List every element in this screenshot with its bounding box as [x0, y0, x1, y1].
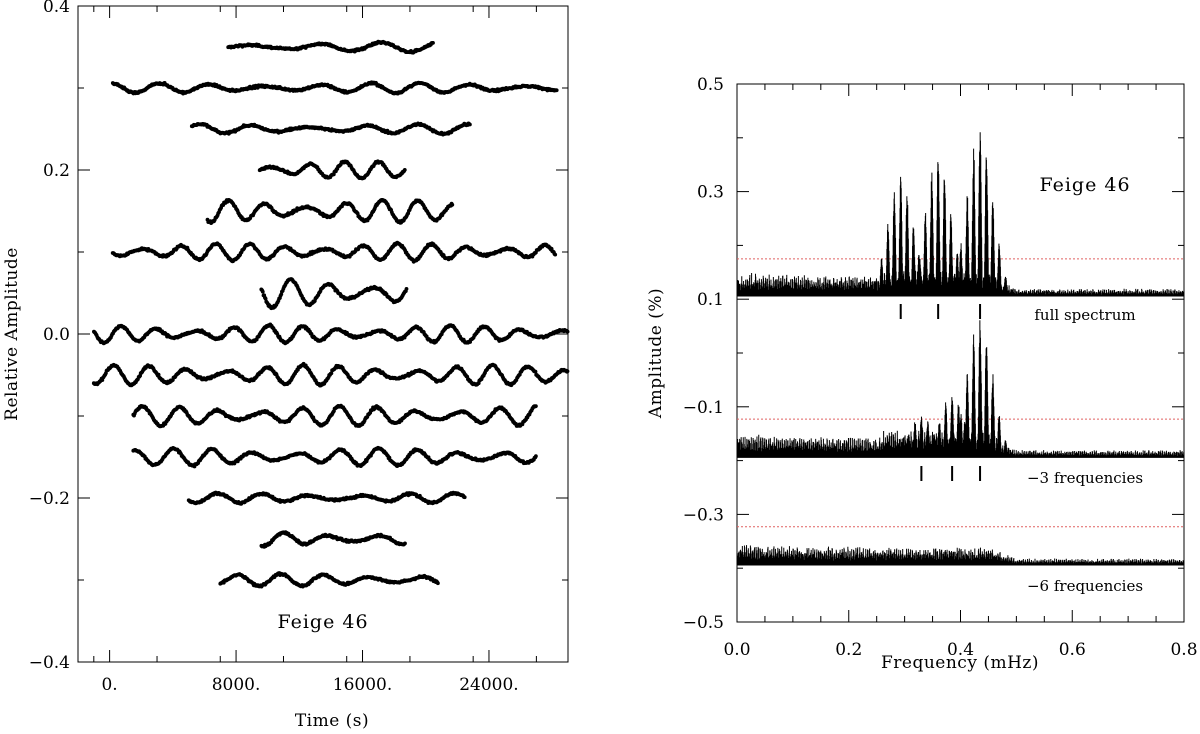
x-tick-label: 16000. — [333, 675, 392, 695]
data-point — [554, 88, 559, 93]
light-curve — [205, 198, 455, 226]
light-curve — [91, 361, 570, 388]
y-tick-label: 0.2 — [43, 161, 70, 181]
data-point — [450, 202, 455, 207]
y-tick-label: 0.4 — [43, 0, 70, 17]
time-series-points — [91, 39, 570, 589]
data-point — [468, 122, 472, 127]
x-tick-label: 24000. — [459, 675, 518, 695]
x-tick-label: 8000. — [212, 675, 261, 695]
light-curve — [110, 240, 558, 264]
light-curve — [226, 39, 435, 55]
time-series-ticks: 0. 8000. 16000. 24000. −0.4 −0.2 0.0 0.2 0.4 — [29, 0, 568, 695]
light-curve — [131, 445, 538, 469]
light-curve — [131, 403, 538, 429]
data-point — [404, 287, 409, 291]
time-series-panel: 0. 8000. 16000. 24000.−0.4−0.20.00.20.4 Fei… — [2, 0, 570, 731]
data-point — [431, 41, 435, 45]
data-point — [534, 404, 538, 408]
data-point — [533, 369, 538, 374]
data-point — [565, 369, 570, 374]
y-tick-label: −0.2 — [29, 489, 70, 509]
data-point — [260, 289, 265, 294]
x-tick-label: 0. — [101, 675, 117, 695]
data-point — [263, 296, 268, 301]
data-point — [553, 252, 558, 257]
light-curve — [110, 80, 559, 96]
light-curve — [92, 322, 570, 346]
y-tick-label: 0.0 — [43, 325, 70, 345]
data-point — [565, 329, 570, 334]
light-curve — [189, 121, 472, 137]
light-curve — [259, 277, 409, 311]
data-point — [402, 168, 407, 172]
light-curve — [257, 159, 407, 181]
data-point — [329, 371, 334, 376]
y-tick-label: −0.4 — [29, 653, 70, 673]
